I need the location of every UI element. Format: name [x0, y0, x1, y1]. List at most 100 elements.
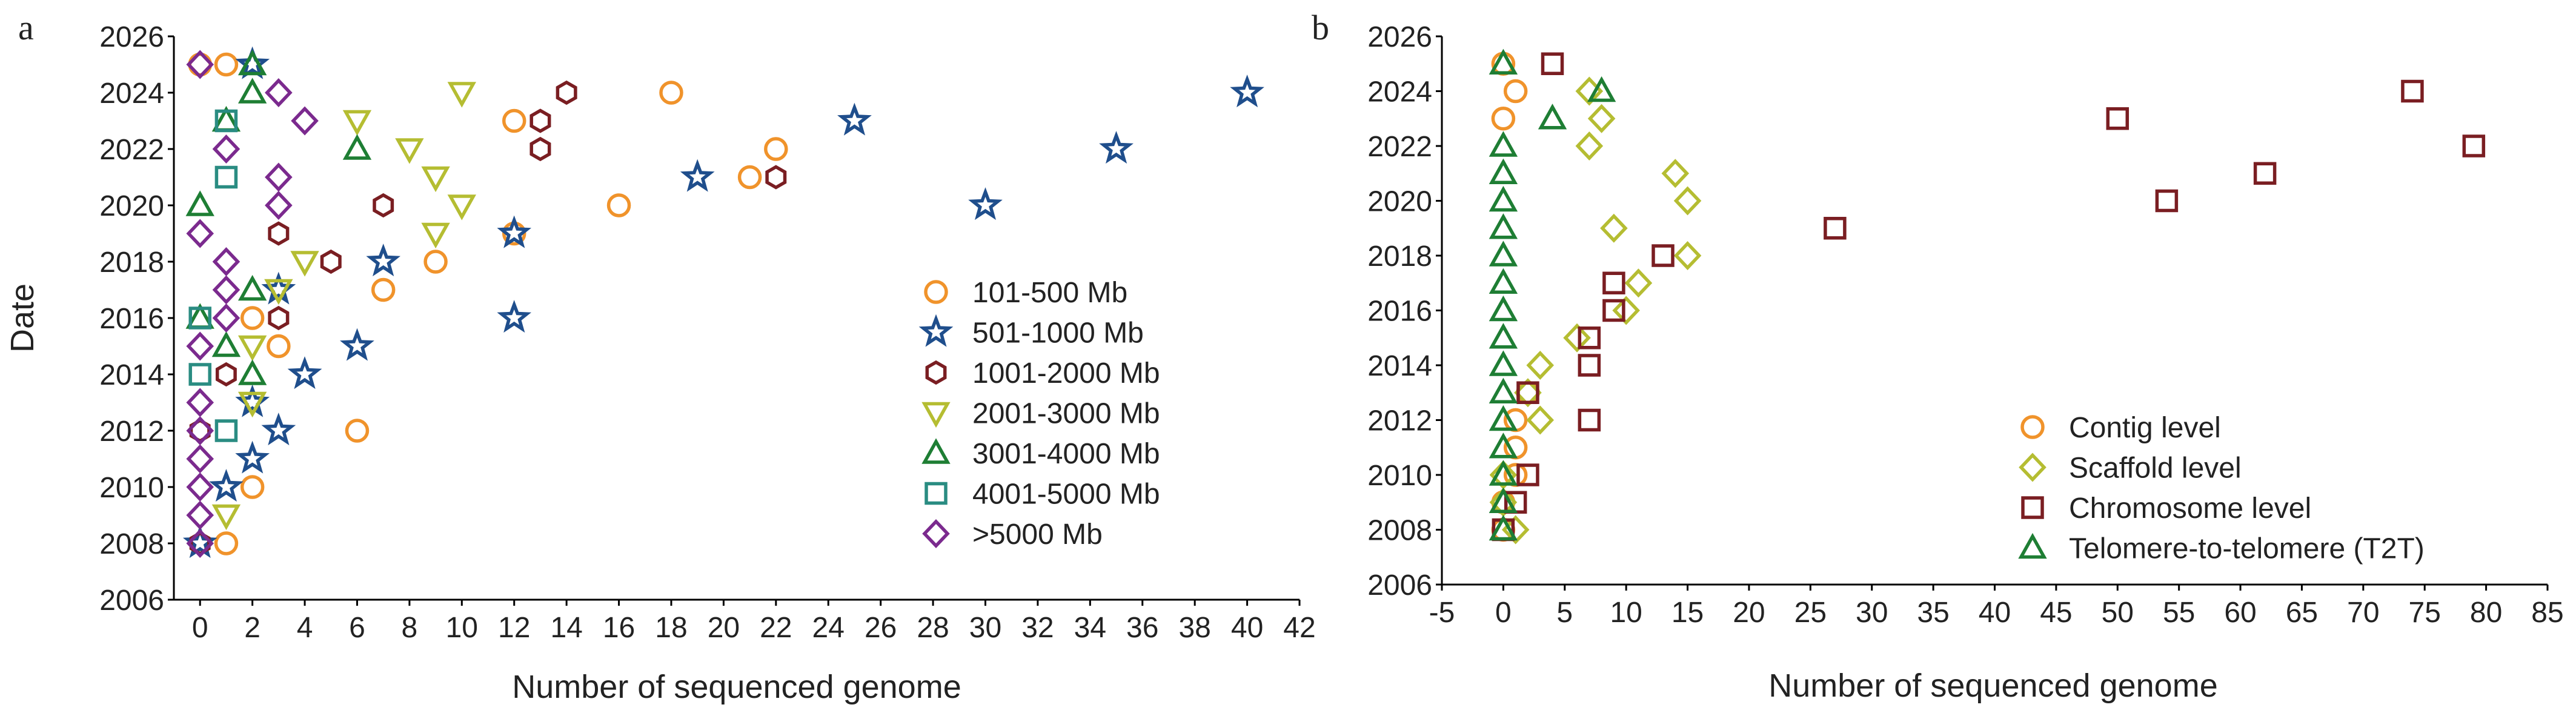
panel-b-point-chromosome-level	[1651, 244, 1675, 267]
panel-b-point-scaffold-level	[1563, 323, 1591, 353]
panel-b-x-tick-label: 20	[1733, 597, 1765, 629]
panel-a-point-501-1000-mb	[680, 159, 715, 192]
panel-a-point-5000-mb	[186, 388, 214, 417]
panel-b-point-contig-level	[1491, 107, 1516, 131]
panel-a-y-tick-label: 2018	[99, 247, 164, 279]
panel-a-x-tick-label: 12	[498, 612, 530, 644]
panel-a-x-tick-label: 8	[402, 612, 418, 644]
panel-b-point-contig-level	[1503, 79, 1528, 104]
panel-a-point-2001-3000-mb	[211, 504, 241, 531]
panel-a-point-5000-mb	[212, 303, 241, 333]
panel-a-y-tick-label: 2010	[99, 472, 164, 504]
panel-b-point-telomere-to-telomere-t2t	[1489, 131, 1518, 157]
panel-b-legend-marker-telomere-to-telomere-t2t	[2018, 532, 2047, 559]
panel-a-series-5000-mb	[186, 50, 319, 558]
panel-a-series-101-500-mb	[188, 52, 788, 555]
panel-a-point-501-1000-mb	[968, 187, 1003, 220]
panel-a-point-5000-mb	[186, 331, 214, 361]
panel-a-point-501-1000-mb	[366, 244, 401, 277]
panel-a-point-5000-mb	[186, 529, 214, 558]
panel-b-point-telomere-to-telomere-t2t	[1489, 213, 1518, 239]
panel-a-point-101-500-mb	[188, 52, 212, 77]
panel-b-point-scaffold-level	[1489, 488, 1518, 517]
panel-b-point-telomere-to-telomere-t2t	[1538, 104, 1567, 130]
panel-a-point-4001-5000-mb	[188, 307, 211, 330]
panel-b-point-chromosome-level	[1578, 354, 1601, 377]
panel-b-point-scaffold-level	[1526, 405, 1555, 435]
panel-a-series-4001-5000-mb	[188, 109, 238, 442]
panel-b-label: b	[1312, 8, 1329, 47]
panel-a-point-5000-mb	[212, 247, 241, 276]
panel-a-point-101-500-mb	[240, 306, 265, 330]
panel-a-point-1001-2000-mb	[373, 193, 394, 218]
panel-a-y-tick-label: 2026	[99, 21, 164, 53]
panel-a-point-5000-mb	[186, 444, 214, 474]
panel-a-x-tick-label: 24	[812, 612, 845, 644]
panel-b-x-tick-label: 80	[2470, 597, 2502, 629]
panel-a-y-tick-label: 2008	[99, 528, 164, 560]
panel-a-point-501-1000-mb	[287, 356, 322, 389]
panel-b-legend-label-scaffold-level: Scaffold level	[2069, 452, 2242, 485]
panel-b-legend-marker-chromosome-level	[2021, 496, 2044, 519]
panel-a-x-tick-label: 40	[1231, 612, 1263, 644]
panel-b-legend-label-chromosome-level: Chromosome level	[2069, 492, 2311, 525]
panel-a-x-tick-label: 42	[1283, 612, 1315, 644]
panel-b-point-telomere-to-telomere-t2t	[1489, 487, 1518, 513]
panel-b-x-tick-label: 50	[2102, 597, 2134, 629]
panel-b-x-tick-label: 35	[1917, 597, 1949, 629]
panel-b-point-telomere-to-telomere-t2t	[1489, 377, 1518, 403]
panel-a-legend-label-501-1000-mb: 501-1000 Mb	[972, 317, 1144, 350]
panel-a-point-2001-3000-mb	[395, 138, 424, 164]
panel-b-point-chromosome-level	[1516, 463, 1539, 486]
panel-a-y-tick-label: 2020	[99, 190, 164, 222]
panel-a-y-ticks: 2006 2008 2010 2012 2014 2016 2018 2020 2022 2024…	[99, 21, 174, 617]
panel-b-series-telomere-to-telomere-t2t	[1489, 48, 1616, 541]
panel-a-point-501-1000-mb	[261, 413, 296, 446]
panel-a-point-1001-2000-mb	[268, 221, 290, 246]
panel-b-x-tick-label: 65	[2286, 597, 2318, 629]
panel-a-point-2001-3000-mb	[421, 222, 450, 249]
panel-a-point-501-1000-mb	[340, 328, 374, 361]
panel-a-point-3001-4000-mb	[211, 331, 241, 357]
panel-b-point-telomere-to-telomere-t2t	[1489, 268, 1518, 294]
panel-b-point-chromosome-level	[2253, 162, 2277, 185]
panel-a-x-axis-title: Number of sequenced genome	[512, 669, 961, 705]
panel-b-point-chromosome-level	[1578, 327, 1601, 350]
panel-b-x-tick-label: 75	[2409, 597, 2441, 629]
panel-a-point-4001-5000-mb	[214, 419, 238, 442]
panel-a-x-tick-label: 0	[192, 612, 208, 644]
panel-a-point-5000-mb	[186, 50, 214, 79]
panel-b-x-axis-title: Number of sequenced genome	[1768, 668, 2217, 704]
panel-b-point-telomere-to-telomere-t2t	[1489, 240, 1518, 267]
panel-a-legend-marker-501-1000-mb	[918, 314, 954, 347]
panel-b-legend-label-contig-level: Contig level	[2069, 412, 2221, 444]
panel-b-x-tick-label: 45	[2040, 597, 2072, 629]
panel-b-legend-label-telomere-to-telomere-t2t: Telomere-to-telomere (T2T)	[2069, 533, 2425, 565]
panel-b-legend: Contig level Scaffold level Chromosome lev…	[2018, 412, 2425, 565]
panel-a-legend-label-3001-4000-mb: 3001-4000 Mb	[972, 438, 1160, 470]
panel-a-x-tick-label: 10	[446, 612, 478, 644]
panel-a-point-501-1000-mb	[837, 102, 872, 136]
panel-a-point-1001-2000-mb	[529, 136, 551, 162]
panel-a-marks	[182, 46, 1264, 559]
panel-a-x-tick-label: 34	[1074, 612, 1106, 644]
panel-a-y-tick-label: 2006	[99, 585, 164, 617]
panel-b-point-telomere-to-telomere-t2t	[1587, 76, 1616, 102]
panel-b-x-tick-label: 85	[2531, 597, 2563, 629]
panel-b-point-chromosome-level	[1602, 271, 1625, 294]
panel-a-legend-label-1001-2000-mb: 1001-2000 Mb	[972, 357, 1160, 389]
panel-a-point-3001-4000-mb	[237, 274, 267, 301]
panel-b-point-telomere-to-telomere-t2t	[1489, 158, 1518, 184]
panel-a-point-501-1000-mb	[209, 469, 244, 502]
panel-a-point-2001-3000-mb	[447, 194, 476, 220]
panel-b-point-scaffold-level	[1612, 296, 1640, 325]
panel-a-point-501-1000-mb	[497, 215, 532, 248]
panel-b-point-contig-level	[1516, 380, 1540, 405]
panel-a-point-5000-mb	[186, 219, 214, 248]
panel-a-point-1001-2000-mb	[529, 108, 551, 133]
panel-b-x-tick-label: 0	[1495, 597, 1512, 629]
panel-b-point-telomere-to-telomere-t2t	[1489, 433, 1518, 459]
panel-b-legend-marker-scaffold-level	[2019, 452, 2047, 482]
panel-a-x-tick-label: 30	[969, 612, 1001, 644]
